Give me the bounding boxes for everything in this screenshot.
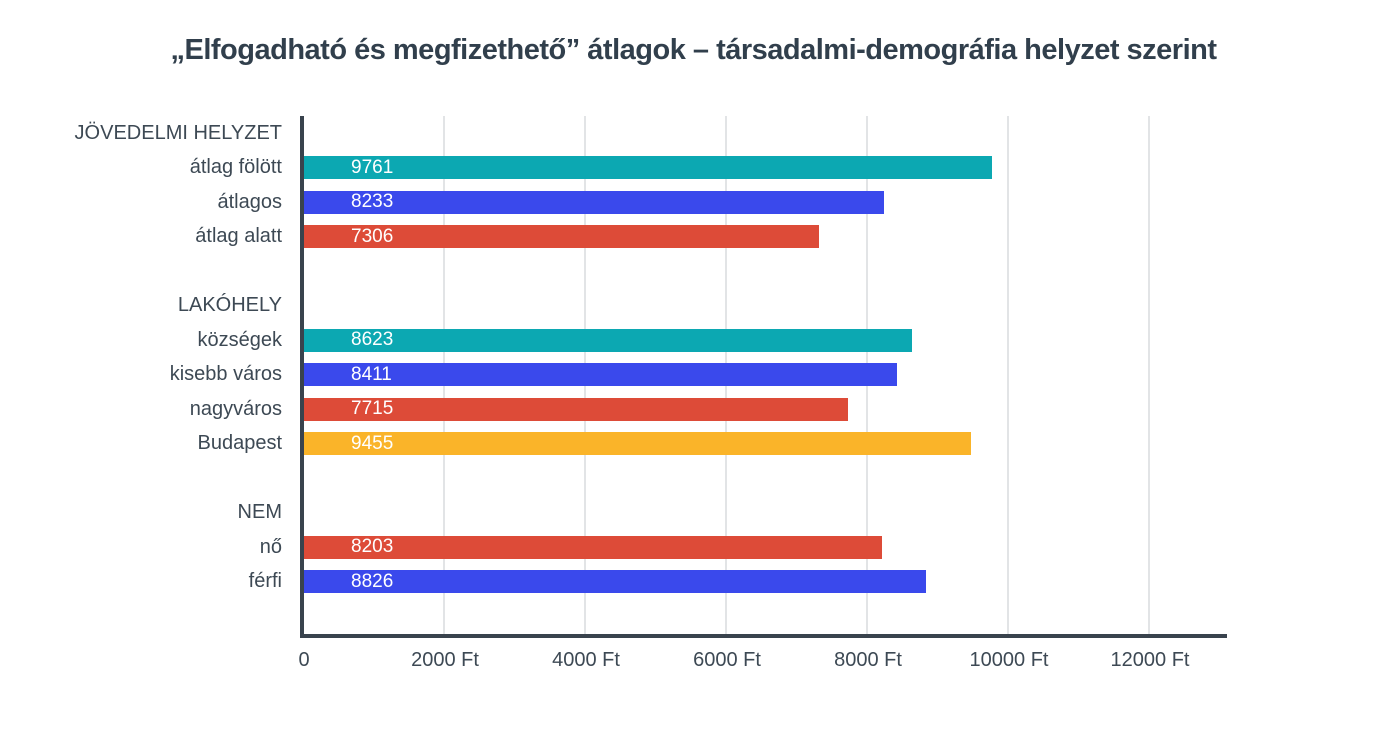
- group-header-label: NEM: [237, 501, 282, 524]
- gridline: [1148, 116, 1150, 634]
- empty-row: [304, 599, 1227, 634]
- spacer-row: [0, 599, 282, 634]
- bar-value-label: 8826: [351, 570, 394, 592]
- group-header-label: JÖVEDELMI HELYZET: [74, 121, 282, 144]
- x-axis-tick-label: 2000 Ft: [411, 649, 479, 671]
- x-axis-tick-labels: 0 2000 Ft 4000 Ft 6000 Ft 8000 Ft 10000 Ft 120…: [298, 649, 1227, 679]
- bar: 8203: [304, 535, 883, 559]
- bar-value-label: 9761: [351, 156, 394, 178]
- category-label: átlag fölött: [189, 156, 282, 179]
- bar-row: 8203: [304, 530, 1227, 565]
- gridline: [1007, 116, 1009, 634]
- spacer-row: [0, 461, 282, 496]
- spacer-row: [0, 254, 282, 289]
- bar-row: 7715: [304, 392, 1227, 427]
- empty-row: [304, 461, 1227, 496]
- empty-row: [304, 289, 1227, 324]
- bar-row: 8826: [304, 565, 1227, 600]
- bar-row: 8233: [304, 185, 1227, 220]
- bar-row: 9455: [304, 427, 1227, 462]
- bar: 8411: [304, 363, 897, 387]
- plot-area: 9761 8233 7306 8623 8411 7715 9455 8203 8826: [300, 116, 1227, 638]
- category-label: községek: [197, 328, 283, 351]
- bar-value-label: 8233: [351, 191, 394, 213]
- bars-layer: 9761 8233 7306 8623 8411 7715 9455 8203 8826: [304, 116, 1227, 634]
- bar: 7715: [304, 397, 848, 421]
- category-label: nő: [259, 535, 282, 558]
- bar-value-label: 8411: [351, 363, 392, 385]
- x-axis-tick-label: 4000 Ft: [552, 649, 620, 671]
- category-label: férfi: [248, 570, 282, 593]
- bar-value-label: 7715: [351, 398, 394, 420]
- bar: 9761: [304, 156, 993, 180]
- bar: 8623: [304, 328, 912, 352]
- x-axis-tick-label: 6000 Ft: [693, 649, 761, 671]
- x-axis-tick-label: 10000 Ft: [969, 649, 1049, 671]
- x-axis-tick-label: 0: [298, 649, 310, 671]
- bar: 8826: [304, 570, 927, 594]
- bar-row: 8411: [304, 358, 1227, 393]
- bar-row: 9761: [304, 151, 1227, 186]
- bar-value-label: 8203: [351, 536, 394, 558]
- group-header-label: LAKÓHELY: [177, 294, 282, 317]
- bar: 7306: [304, 225, 820, 249]
- x-axis-tick-label: 8000 Ft: [834, 649, 902, 671]
- category-label: kisebb város: [169, 363, 282, 386]
- category-label: átlagos: [217, 190, 283, 213]
- page-title: „Elfogadható és megfizethető” átlagok – …: [170, 34, 1217, 66]
- bar: 9455: [304, 432, 971, 456]
- category-label: Budapest: [197, 432, 282, 455]
- category-label: nagyváros: [189, 397, 282, 420]
- bar-value-label: 9455: [351, 432, 394, 454]
- bar-value-label: 7306: [351, 225, 394, 247]
- empty-row: [304, 496, 1227, 531]
- empty-row: [304, 116, 1227, 151]
- bar-row: 8623: [304, 323, 1227, 358]
- empty-row: [304, 254, 1227, 289]
- bar: 8233: [304, 190, 885, 214]
- bar-value-label: 8623: [351, 329, 394, 351]
- category-labels-column: JÖVEDELMI HELYZET átlag fölött átlagos átla…: [0, 116, 282, 634]
- category-label: átlag alatt: [195, 225, 282, 248]
- x-axis-tick-label: 12000 Ft: [1110, 649, 1190, 671]
- bar-row: 7306: [304, 220, 1227, 255]
